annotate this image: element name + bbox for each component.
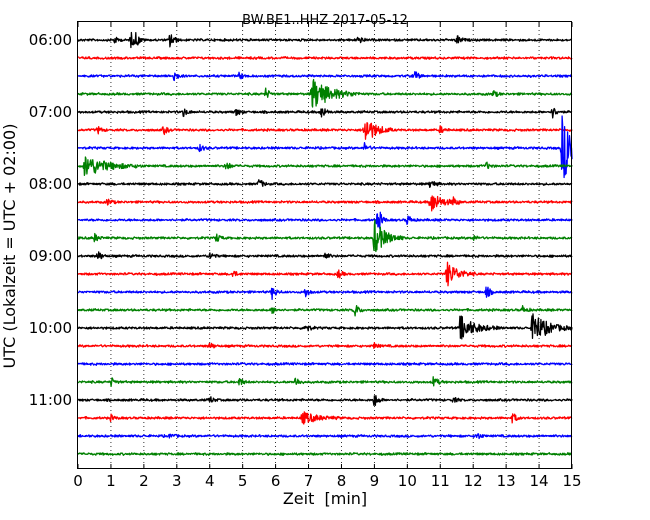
seismogram-trace xyxy=(77,286,573,300)
x-tick-label: 9 xyxy=(370,472,380,490)
x-tick-label: 5 xyxy=(238,472,248,490)
y-tick-label: 11:00 xyxy=(29,391,72,409)
x-tick-label: 7 xyxy=(304,472,314,490)
x-tick-label: 4 xyxy=(205,472,215,490)
seismogram-trace xyxy=(77,395,573,407)
x-axis-label: Zeit [min] xyxy=(283,489,367,508)
x-tick-label: 15 xyxy=(562,472,581,490)
seismogram-trace xyxy=(77,107,573,119)
seismogram-trace xyxy=(77,122,573,140)
seismogram-trace xyxy=(77,115,573,179)
seismogram-trace xyxy=(77,31,573,49)
vertical-gridlines xyxy=(110,22,540,469)
x-tick-label: 14 xyxy=(530,472,549,490)
seismogram-trace xyxy=(77,56,573,60)
y-tick-label: 06:00 xyxy=(29,31,72,49)
seismogram-trace xyxy=(77,156,573,177)
y-axis-ticks: 06:00 07:00 08:00 09:00 10:00 11:00 xyxy=(29,31,572,409)
y-axis-label: UTC (Lokalzeit = UTC + 02:00) xyxy=(0,124,19,369)
seismogram-trace xyxy=(77,313,573,340)
x-tick-label: 0 xyxy=(73,472,83,490)
seismogram-trace xyxy=(77,179,573,188)
seismogram-trace xyxy=(77,219,573,253)
seismogram-trace xyxy=(77,433,573,440)
seismogram-trace xyxy=(77,70,573,82)
x-axis-ticks: 0 1 2 3 4 5 6 7 8 9 10 11 12 13 14 15 xyxy=(73,22,582,490)
seismogram-trace xyxy=(77,304,573,317)
seismogram-trace xyxy=(77,251,573,260)
chart-title: BW.BE1..HHZ 2017-05-12 xyxy=(242,13,408,28)
y-tick-label: 10:00 xyxy=(29,319,72,337)
x-tick-label: 8 xyxy=(337,472,347,490)
seismogram-traces xyxy=(77,31,573,456)
x-tick-label: 11 xyxy=(431,472,450,490)
seismogram-trace xyxy=(77,411,573,425)
seismogram-trace xyxy=(77,376,573,388)
x-tick-label: 13 xyxy=(497,472,516,490)
y-tick-label: 09:00 xyxy=(29,247,72,265)
x-tick-label: 2 xyxy=(139,472,149,490)
x-tick-label: 1 xyxy=(106,472,116,490)
seismogram-trace xyxy=(77,452,573,456)
y-tick-label: 08:00 xyxy=(29,175,72,193)
seismogram-trace xyxy=(77,211,573,230)
x-tick-label: 12 xyxy=(464,472,483,490)
y-tick-label: 07:00 xyxy=(29,103,72,121)
seismogram-trace xyxy=(77,362,573,366)
seismogram-trace xyxy=(77,195,573,212)
plot-frame xyxy=(77,21,572,469)
x-tick-label: 10 xyxy=(398,472,417,490)
x-tick-label: 6 xyxy=(271,472,281,490)
x-tick-label: 3 xyxy=(172,472,182,490)
seismogram-trace xyxy=(77,342,573,350)
seismogram-trace xyxy=(77,78,573,108)
seismogram-trace xyxy=(77,261,573,287)
